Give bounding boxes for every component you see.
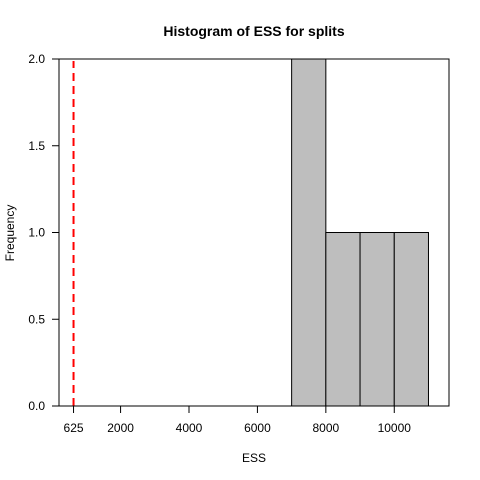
x-axis: 625 2000 4000 6000 8000 10000 [64,405,412,435]
x-axis-label: ESS [242,451,266,465]
y-axis-label: Frequency [3,205,17,262]
x-tick-label-0: 625 [64,421,84,435]
y-tick-label-0: 0.0 [28,399,45,413]
x-tick-label-5: 10000 [378,421,412,435]
x-tick-label-4: 8000 [312,421,339,435]
histogram-bar-1 [325,232,361,407]
y-tick-label-2: 1.0 [28,226,45,240]
y-tick-label-1: 0.5 [28,312,45,326]
x-tick-label-1: 2000 [107,421,134,435]
y-tick-label-4: 2.0 [28,52,45,66]
histogram-bar-2 [359,232,395,407]
histogram-bar-0 [291,58,327,407]
chart-title: Histogram of ESS for splits [163,23,344,39]
bars-group [291,58,429,407]
histogram-bar-3 [393,232,429,407]
y-tick-label-3: 1.5 [28,139,45,153]
x-tick-label-2: 4000 [176,421,203,435]
y-axis: 0.0 0.5 1.0 1.5 2.0 [28,52,59,413]
x-tick-label-3: 6000 [244,421,271,435]
